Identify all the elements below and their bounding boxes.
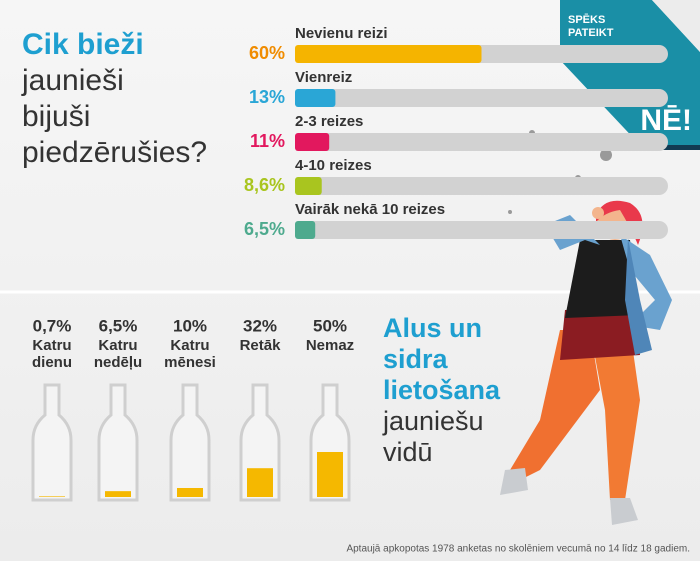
bottle xyxy=(169,383,211,502)
bar-track xyxy=(295,133,668,151)
bottle-fill xyxy=(177,488,203,497)
chart-title: sidra xyxy=(383,344,449,374)
category-label: Vienreiz xyxy=(295,69,352,86)
bar xyxy=(295,89,336,107)
category-label: Vairāk nekā 10 reizes xyxy=(295,201,445,218)
value-label: 50% xyxy=(313,316,347,335)
chart-subtitle: jaunieši xyxy=(21,64,124,97)
logo-line2: PATEIKT xyxy=(568,27,614,39)
chart-subtitle: vidū xyxy=(383,437,433,467)
category-label: Retāk xyxy=(239,337,281,354)
bar xyxy=(295,133,330,151)
category-label: 2-3 reizes xyxy=(295,113,363,130)
footnote: Aptaujā apkopotas 1978 anketas no skolēn… xyxy=(346,544,690,555)
bar xyxy=(295,221,316,239)
value-label: 13% xyxy=(249,87,285,107)
value-label: 11% xyxy=(250,131,285,151)
value-label: 6,5% xyxy=(99,316,138,335)
chart-subtitle: piedzērušies? xyxy=(22,136,207,169)
bar xyxy=(295,177,322,195)
category-label: Katru mēnesi xyxy=(164,337,216,371)
bottle xyxy=(31,383,73,502)
bottle-fill xyxy=(317,452,343,497)
chart-title: Cik bieži xyxy=(22,28,144,61)
logo-line1: SPĒKS xyxy=(568,14,605,26)
bottle xyxy=(97,383,139,502)
bar xyxy=(295,45,482,63)
value-label: 8,6% xyxy=(244,175,285,195)
bar-track xyxy=(295,221,668,239)
value-label: 0,7% xyxy=(33,316,72,335)
chart-subtitle: bijuši xyxy=(22,100,90,133)
category-label: Katru nedēļu xyxy=(93,337,143,371)
illustration xyxy=(500,200,672,525)
chart-subtitle: jauniešu xyxy=(382,406,484,436)
category-label: Katru dienu xyxy=(32,337,72,371)
logo: SPĒKS PATEIKT NĒ! xyxy=(560,0,700,150)
category-label: 4-10 reizes xyxy=(295,157,372,174)
logo-mark: NĒ! xyxy=(640,104,692,137)
bottle-fill xyxy=(105,491,131,497)
chart-title: Alus un xyxy=(383,313,482,343)
bottle-fill xyxy=(39,496,65,497)
bar-track xyxy=(295,89,668,107)
value-label: 10% xyxy=(173,316,207,335)
chart-title: lietošana xyxy=(383,375,501,405)
value-label: 60% xyxy=(249,43,285,63)
value-label: 32% xyxy=(243,316,277,335)
category-label: Nemaz xyxy=(305,337,355,354)
bar-track xyxy=(295,177,668,195)
bottle-fill xyxy=(247,468,273,497)
category-label: Nevienu reizi xyxy=(295,25,388,42)
value-label: 6,5% xyxy=(244,219,285,239)
